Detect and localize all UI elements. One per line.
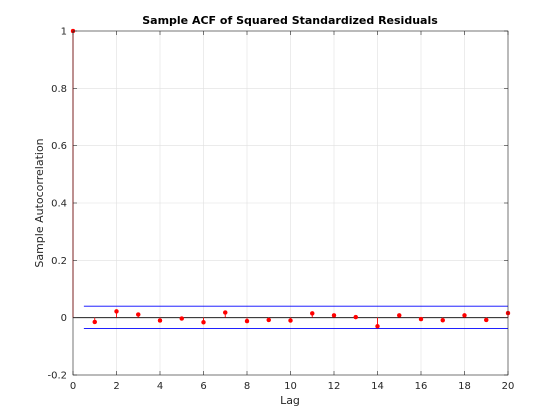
x-axis-label: Lag xyxy=(280,394,300,407)
acf-point xyxy=(397,313,402,318)
acf-point xyxy=(462,313,467,318)
acf-point xyxy=(310,311,315,316)
acf-point xyxy=(244,318,250,324)
x-tick-label: 12 xyxy=(328,381,341,392)
acf-point xyxy=(418,316,424,322)
chart-title: Sample ACF of Squared Standardized Resid… xyxy=(142,14,438,27)
acf-point xyxy=(266,317,271,323)
y-tick-label: -0.2 xyxy=(47,371,67,382)
acf-point xyxy=(288,318,293,323)
y-tick-label: 0.6 xyxy=(51,141,67,152)
acf-point xyxy=(331,313,337,318)
acf-point xyxy=(223,310,228,315)
y-axis-label: Sample Autocorrelation xyxy=(33,138,46,267)
x-tick-label: 2 xyxy=(113,381,119,392)
y-tick-label: 1 xyxy=(61,27,67,38)
acf-point xyxy=(114,309,119,314)
x-tick-label: 6 xyxy=(200,381,206,392)
ticks: 0 2 4 6 8 10 12 14 16 18 20-0.200.20.40.60.81 xyxy=(47,27,514,393)
acf-point xyxy=(136,312,141,317)
x-tick-label: 10 xyxy=(284,381,297,392)
acf-point xyxy=(157,318,163,323)
y-tick-label: 0.8 xyxy=(51,84,67,95)
x-tick-label: 16 xyxy=(415,381,428,392)
x-tick-label: 0 xyxy=(70,381,76,392)
x-tick-label: 14 xyxy=(371,381,384,392)
acf-point xyxy=(375,324,380,329)
acf-point xyxy=(179,316,184,321)
x-tick-label: 4 xyxy=(157,381,163,392)
x-tick-label: 8 xyxy=(244,381,250,392)
acf-point xyxy=(440,317,445,323)
acf-point xyxy=(353,314,358,320)
x-tick-label: 20 xyxy=(502,381,515,392)
acf-point xyxy=(92,319,97,325)
x-tick-label: 18 xyxy=(458,381,471,392)
y-tick-label: 0.2 xyxy=(51,256,67,267)
acf-point xyxy=(484,317,489,323)
y-tick-label: 0.4 xyxy=(51,199,67,210)
acf-point xyxy=(201,320,206,325)
plot-data xyxy=(70,28,511,330)
y-tick-label: 0 xyxy=(61,313,67,324)
